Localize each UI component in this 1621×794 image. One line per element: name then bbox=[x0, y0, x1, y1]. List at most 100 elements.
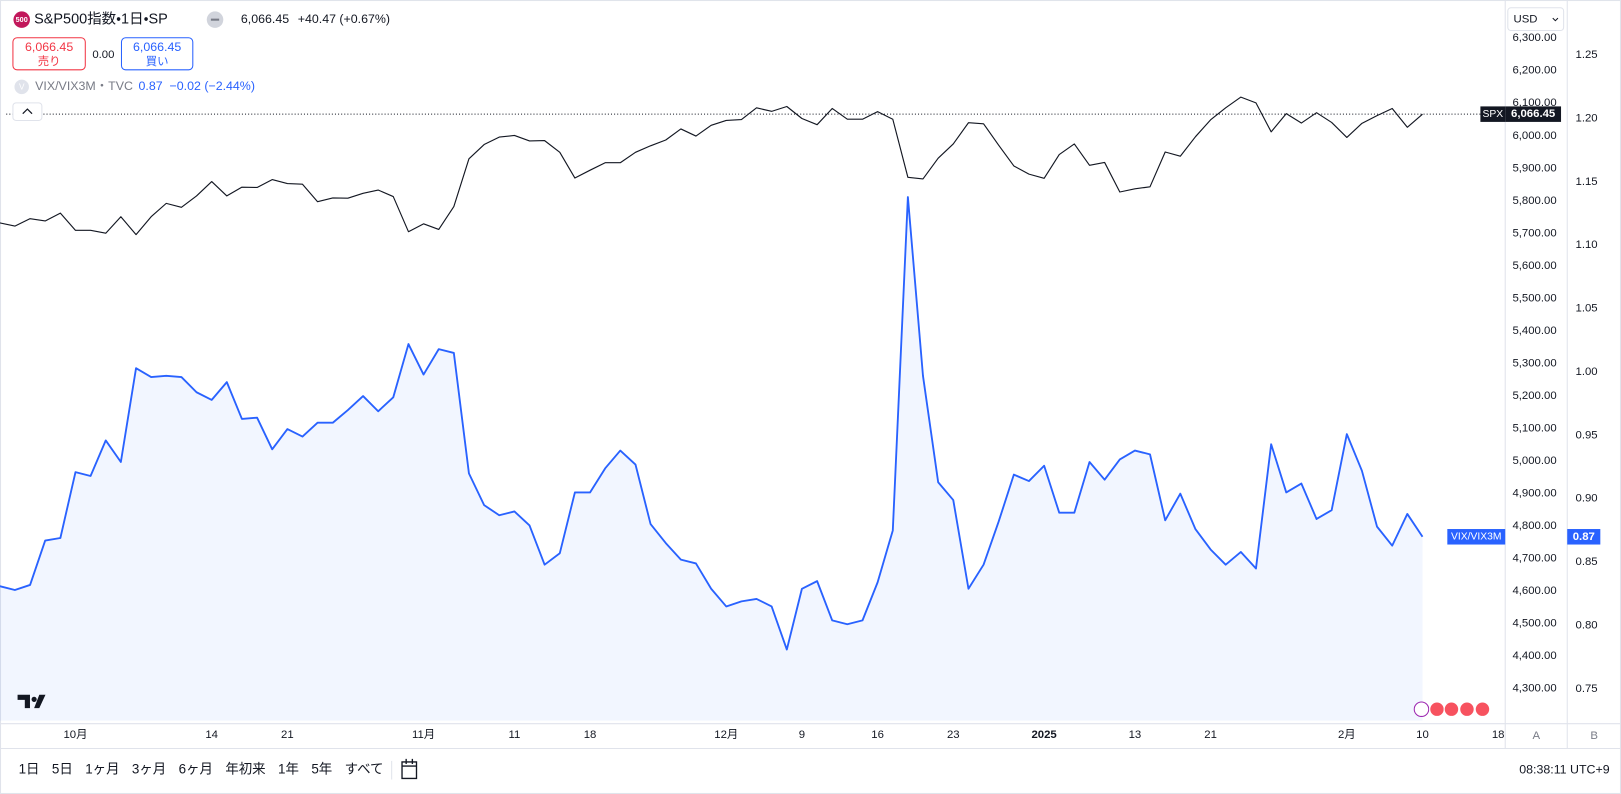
y2-tick-label: 0.95 bbox=[1576, 429, 1598, 441]
last-value-tag-text: 6,066.45 bbox=[1511, 108, 1555, 120]
compare-icon bbox=[14, 79, 29, 95]
event-icon[interactable] bbox=[1429, 701, 1445, 717]
y2-tick-label: 1.00 bbox=[1576, 366, 1598, 378]
x-tick-label: 16 bbox=[871, 729, 884, 741]
y-tick-label: 6,100.00 bbox=[1512, 97, 1556, 109]
x-tick-label: 9 bbox=[799, 729, 805, 741]
collapse-chevron bbox=[22, 108, 33, 115]
symbol-title[interactable]: S&P500指数・1日・SP bbox=[34, 10, 168, 27]
axis-button[interactable]: A bbox=[1532, 730, 1540, 742]
x-tick-label: 11月 bbox=[412, 729, 435, 741]
y-tick-label: 5,100.00 bbox=[1512, 422, 1556, 434]
y-tick-label: 4,500.00 bbox=[1512, 617, 1556, 629]
collapse-button[interactable] bbox=[12, 102, 43, 121]
y2-tick-label: 1.20 bbox=[1576, 112, 1598, 124]
y2-tick-label: 1.05 bbox=[1576, 303, 1598, 315]
buy-price[interactable]: 6,066.45 bbox=[133, 40, 181, 54]
range-button[interactable]: 1ヶ月 bbox=[85, 762, 119, 777]
series-line bbox=[0, 96, 1423, 236]
series-line bbox=[0, 196, 1424, 651]
y2-tick-label: 1.15 bbox=[1576, 176, 1598, 188]
x-tick-label: 10 bbox=[1416, 729, 1429, 741]
y-tick-label: 4,900.00 bbox=[1512, 487, 1556, 499]
y2-tick-label: 0.75 bbox=[1576, 683, 1598, 695]
event-icon[interactable] bbox=[1459, 701, 1475, 717]
event-icon[interactable] bbox=[1474, 701, 1491, 717]
compare-icon-text: V bbox=[19, 83, 25, 92]
range-button[interactable]: 6ヶ月 bbox=[179, 762, 213, 777]
buy-button[interactable] bbox=[120, 37, 194, 71]
event-icon[interactable] bbox=[1443, 701, 1460, 717]
range-button[interactable]: 年初来 bbox=[225, 762, 265, 777]
last-value-tag bbox=[1505, 106, 1562, 122]
x-tick-label: 18 bbox=[1492, 729, 1505, 741]
symbol-icon bbox=[13, 11, 30, 28]
y-tick-label: 5,600.00 bbox=[1512, 260, 1556, 272]
y-tick-label: 4,700.00 bbox=[1512, 552, 1556, 564]
y-tick-label: 5,800.00 bbox=[1512, 195, 1556, 207]
spread: 0.00 bbox=[92, 49, 114, 61]
logo[interactable] bbox=[17, 694, 46, 709]
series-name-tag bbox=[1480, 106, 1506, 122]
y-tick-label: 6,000.00 bbox=[1512, 130, 1556, 142]
y-tick-label: 5,200.00 bbox=[1512, 390, 1556, 402]
range-button[interactable]: すべて bbox=[345, 762, 384, 777]
range-button[interactable]: 5年 bbox=[311, 762, 332, 777]
range-button[interactable]: 5日 bbox=[52, 762, 73, 777]
y2-tick-label: 1.10 bbox=[1576, 239, 1598, 251]
currency[interactable]: USD bbox=[1513, 14, 1537, 26]
axis-button[interactable]: B bbox=[1590, 730, 1598, 742]
range-button[interactable]: 1日 bbox=[19, 762, 40, 777]
y-tick-label: 5,300.00 bbox=[1512, 357, 1556, 369]
event-icon[interactable] bbox=[1413, 701, 1430, 717]
sell-label[interactable]: 売り bbox=[38, 55, 61, 68]
compare-title[interactable]: VIX/VIX3M・TVC bbox=[35, 79, 133, 93]
x-tick-label: 23 bbox=[947, 729, 960, 741]
y-tick-label: 5,500.00 bbox=[1512, 292, 1556, 304]
y-tick-label: 5,700.00 bbox=[1512, 227, 1556, 239]
x-tick-label: 2月 bbox=[1338, 729, 1356, 741]
x-tick-label: 21 bbox=[281, 729, 294, 741]
y-tick-label: 4,800.00 bbox=[1512, 520, 1556, 532]
y-tick-label: 5,400.00 bbox=[1512, 325, 1556, 337]
x-tick-label: 12月 bbox=[714, 729, 738, 741]
sell-price[interactable]: 6,066.45 bbox=[25, 40, 73, 54]
range-button[interactable]: 1年 bbox=[278, 762, 299, 777]
x-tick-label: 13 bbox=[1129, 729, 1142, 741]
event-icons[interactable] bbox=[1413, 701, 1491, 717]
x-tick-label: 11 bbox=[508, 729, 520, 741]
y2-tick-label: 1.25 bbox=[1576, 49, 1598, 61]
last-value-tag-text: 0.87 bbox=[1573, 531, 1595, 543]
plot bbox=[0, 96, 1506, 721]
symbol-icon-text: 500 bbox=[16, 15, 28, 24]
sell-button[interactable] bbox=[12, 37, 86, 71]
y2-tick-label: 0.85 bbox=[1576, 556, 1598, 568]
clock: 08:38:11 UTC+9 bbox=[1519, 762, 1609, 776]
range-button[interactable]: 3ヶ月 bbox=[132, 762, 166, 777]
series-name-tag bbox=[1447, 529, 1506, 545]
x-tick-label: 21 bbox=[1204, 729, 1217, 741]
y-tick-label: 5,000.00 bbox=[1512, 455, 1556, 467]
y2-tick-label: 0.90 bbox=[1576, 493, 1598, 505]
range-toolbar: 1日 5日 1ヶ月 3ヶ月 6ヶ月 年初来 1年 5年 すべて bbox=[19, 758, 418, 780]
date-range-icon[interactable] bbox=[401, 758, 418, 780]
y-tick-label: 4,400.00 bbox=[1512, 650, 1556, 662]
x-tick-label: 10月 bbox=[63, 729, 87, 741]
y2-tick-label: 0.80 bbox=[1576, 620, 1598, 632]
last-price: 6,066.45 bbox=[241, 12, 289, 26]
y-tick-label: 5,900.00 bbox=[1512, 162, 1556, 174]
price-change: +40.47 (+0.67%) bbox=[298, 12, 390, 26]
axes: 4,300.00 4,400.00 4,500.00 4,600.00 4,700.00… bbox=[63, 32, 1597, 741]
buy-label[interactable]: 買い bbox=[146, 55, 169, 68]
currency-button[interactable] bbox=[1507, 7, 1565, 32]
series-name-tag-text: VIX/VIX3M bbox=[1451, 532, 1502, 543]
status-icon-bar bbox=[210, 18, 220, 21]
series-name-tag-text: SPX bbox=[1482, 109, 1503, 120]
y-tick-label: 4,300.00 bbox=[1512, 682, 1556, 694]
y-tick-label: 4,600.00 bbox=[1512, 585, 1556, 597]
x-tick-label: 2025 bbox=[1031, 729, 1056, 741]
